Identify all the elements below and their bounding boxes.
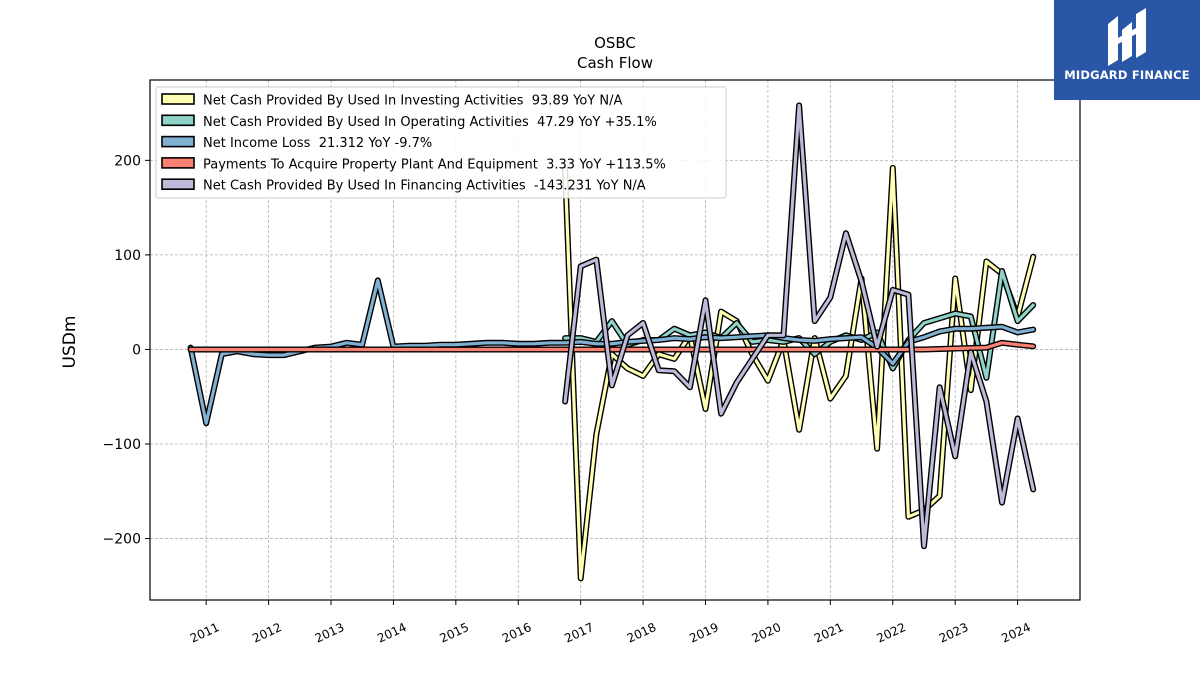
series-line-4	[563, 103, 1035, 548]
y-tick-label: −200	[103, 532, 141, 548]
legend-swatch	[161, 157, 195, 169]
x-tick-label: 2012	[250, 620, 284, 646]
series-lines	[187, 102, 1037, 582]
x-tick-label: 2014	[375, 620, 409, 646]
brand-logo: MIDGARD FINANCE	[1054, 0, 1200, 100]
legend-swatch	[161, 93, 195, 105]
legend-label: Payments To Acquire Property Plant And E…	[203, 157, 666, 172]
x-tick-label: 2013	[313, 620, 347, 646]
legend-label: Net Cash Provided By Used In Investing A…	[203, 94, 622, 109]
legend-label: Net Income Loss 21.312 YoY -9.7%	[203, 136, 432, 151]
legend-label: Net Cash Provided By Used In Financing A…	[203, 179, 646, 194]
midgard-logo-icon	[1108, 8, 1146, 66]
chart-title: OSBC	[594, 34, 636, 52]
x-tick-label: 2021	[812, 620, 846, 646]
y-tick-label: 200	[114, 153, 141, 169]
y-tick-label: 100	[114, 248, 141, 264]
legend-box	[155, 86, 727, 199]
x-tick-label: 2018	[625, 620, 659, 646]
brand-name: MIDGARD FINANCE	[1064, 68, 1190, 82]
x-tick-label: 2022	[874, 620, 908, 646]
x-axis-ticks: 2011 2012 2013 2014 2015 2016 2017 2018 2019 2020…	[188, 600, 1033, 646]
series-line-3	[189, 341, 1035, 352]
series-line-0	[563, 166, 1035, 580]
y-axis-ticks: −200 −100 0 100 200	[103, 153, 150, 548]
x-tick-label: 2011	[188, 620, 222, 646]
legend-swatch	[161, 135, 195, 148]
y-tick-label: −100	[103, 437, 141, 453]
x-tick-label: 2016	[500, 620, 534, 646]
chart-subtitle: Cash Flow	[577, 54, 653, 72]
x-tick-label: 2017	[562, 620, 596, 646]
x-tick-label: 2023	[937, 620, 971, 646]
x-tick-label: 2015	[438, 620, 472, 646]
legend-label: Net Cash Provided By Used In Operating A…	[203, 115, 657, 130]
plot-frame	[149, 79, 1081, 601]
x-tick-label: 2019	[687, 620, 721, 646]
x-tick-label: 2024	[999, 620, 1033, 646]
x-tick-label: 2020	[750, 620, 784, 646]
legend-swatch	[161, 114, 195, 127]
chart-legend: Net Cash Provided By Used In Investing A…	[155, 86, 727, 199]
y-tick-label: 0	[132, 342, 141, 358]
y-axis-label: USDm	[60, 316, 80, 369]
legend-swatch	[161, 178, 195, 190]
